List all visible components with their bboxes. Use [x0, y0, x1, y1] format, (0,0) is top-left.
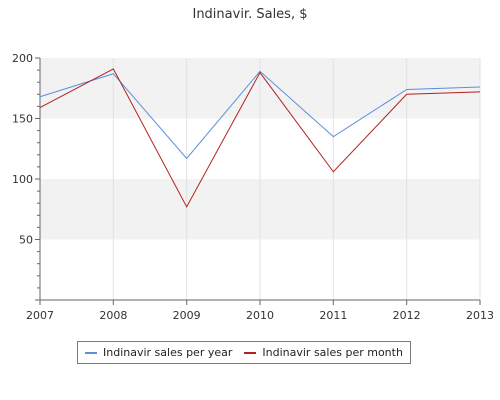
x-tick-label: 2009: [173, 309, 201, 322]
legend-label-per-year: Indinavir sales per year: [103, 346, 233, 359]
x-tick-label: 2013: [466, 309, 494, 322]
chart-legend: Indinavir sales per year Indinavir sales…: [77, 341, 411, 364]
series-line-0: [39, 70, 481, 160]
legend-swatch-per-year: [85, 351, 97, 354]
legend-swatch-per-month: [244, 351, 257, 354]
x-tick-label: 2010: [246, 309, 274, 322]
legend-item-per-month: Indinavir sales per month: [244, 346, 403, 359]
y-tick-label: 50: [19, 234, 33, 247]
series-line-1: [39, 68, 481, 208]
y-tick-label: 150: [12, 113, 33, 126]
x-tick-label: 2012: [393, 309, 421, 322]
chart-title: Indinavir. Sales, $: [192, 7, 307, 22]
x-tick-label: 2007: [26, 309, 54, 322]
x-tick-label: 2008: [99, 309, 127, 322]
x-tick-label: 2011: [319, 309, 347, 322]
legend-item-per-year: Indinavir sales per year: [85, 346, 232, 359]
y-tick-label: 200: [12, 52, 33, 65]
y-tick-label: 100: [12, 173, 33, 186]
legend-label-per-month: Indinavir sales per month: [262, 346, 403, 359]
